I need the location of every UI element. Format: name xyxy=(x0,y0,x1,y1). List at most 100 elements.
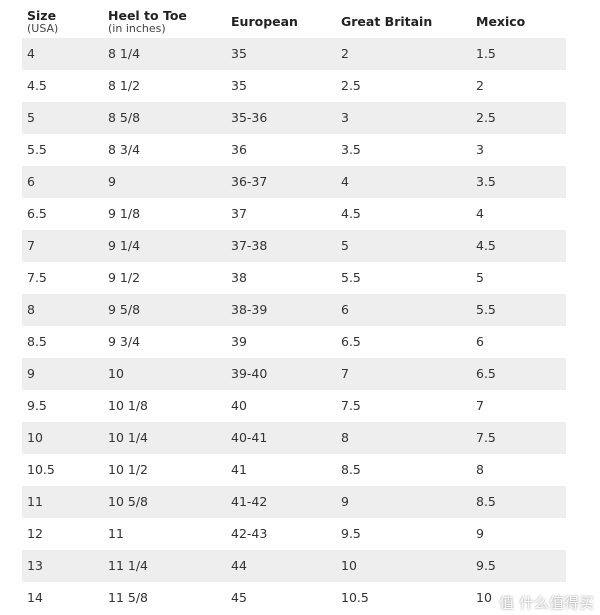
table-cell: 5 xyxy=(476,270,484,285)
table-cell: 9 1/8 xyxy=(108,206,141,221)
table-cell: 5.5 xyxy=(27,142,47,157)
table-row: 4.5 8 1/2 35 2.5 2 xyxy=(22,70,566,102)
table-cell: 3 xyxy=(476,142,484,157)
table-cell: 10 xyxy=(476,590,492,605)
table-cell: 4 xyxy=(476,206,484,221)
table-row: 9.5 10 1/8 40 7.5 7 xyxy=(22,390,566,422)
table-cell: 11 5/8 xyxy=(108,590,148,605)
table-cell: 6.5 xyxy=(341,334,361,349)
table-cell: 10 1/2 xyxy=(108,462,148,477)
table-cell: 36 xyxy=(231,142,247,157)
table-cell: 9.5 xyxy=(476,558,496,573)
table-row: 12 11 42-43 9.5 9 xyxy=(22,518,566,550)
table-cell: 8.5 xyxy=(476,494,496,509)
table-cell: 9 1/4 xyxy=(108,238,141,253)
table-row: 13 11 1/4 44 10 9.5 xyxy=(22,550,566,582)
table-cell: 40 xyxy=(231,398,247,413)
table-cell: 4.5 xyxy=(341,206,361,221)
table-cell: 35 xyxy=(231,46,247,61)
table-cell: 7.5 xyxy=(27,270,47,285)
table-cell: 8 xyxy=(476,462,484,477)
table-row: 10.5 10 1/2 41 8.5 8 xyxy=(22,454,566,486)
table-row: 6 9 36-37 4 3.5 xyxy=(22,166,566,198)
table-row: 14 11 5/8 45 10.5 10 xyxy=(22,582,566,614)
table-row: 7.5 9 1/2 38 5.5 5 xyxy=(22,262,566,294)
watermark: 值 什么值得买 xyxy=(499,594,594,612)
table-cell: 10 xyxy=(341,558,357,573)
table-cell: 9 5/8 xyxy=(108,302,141,317)
table-row: 4 8 1/4 35 2 1.5 xyxy=(22,38,566,70)
header-cell: Size (USA) xyxy=(27,9,58,35)
table-cell: 37-38 xyxy=(231,238,268,253)
table-cell: 2 xyxy=(476,78,484,93)
header-subtitle: (in inches) xyxy=(108,22,166,35)
table-row: 6.5 9 1/8 37 4.5 4 xyxy=(22,198,566,230)
table-cell: 14 xyxy=(27,590,43,605)
table-cell: 7 xyxy=(27,238,35,253)
header-subtitle: (USA) xyxy=(27,22,59,35)
table-cell: 10.5 xyxy=(27,462,55,477)
table-cell: 35 xyxy=(231,78,247,93)
table-cell: 39-40 xyxy=(231,366,268,381)
table-cell: 8 xyxy=(341,430,349,445)
table-row: 5.5 8 3/4 36 3.5 3 xyxy=(22,134,566,166)
table-cell: 2 xyxy=(341,46,349,61)
table-row: 10 10 1/4 40-41 8 7.5 xyxy=(22,422,566,454)
header-title: Mexico xyxy=(476,14,526,29)
table-cell: 9 xyxy=(476,526,484,541)
header-cell: Heel to Toe (in inches) xyxy=(108,9,187,35)
header-row: Size (USA) Heel to Toe (in inches) European G… xyxy=(22,6,566,38)
table-cell: 9 xyxy=(27,366,35,381)
table-cell: 6 xyxy=(476,334,484,349)
table-cell: 10 1/8 xyxy=(108,398,148,413)
table-cell: 4.5 xyxy=(476,238,496,253)
table-cell: 4 xyxy=(27,46,35,61)
table-cell: 6.5 xyxy=(476,366,496,381)
table-cell: 7 xyxy=(341,366,349,381)
table-cell: 8 xyxy=(27,302,35,317)
table-cell: 3 xyxy=(341,110,349,125)
table-cell: 7.5 xyxy=(476,430,496,445)
table-cell: 35-36 xyxy=(231,110,268,125)
table-cell: 8.5 xyxy=(341,462,361,477)
table-cell: 5.5 xyxy=(341,270,361,285)
table-cell: 4 xyxy=(341,174,349,189)
header-cell: Mexico xyxy=(476,15,525,29)
table-cell: 8 3/4 xyxy=(108,142,141,157)
table-cell: 8 1/2 xyxy=(108,78,141,93)
table-cell: 11 1/4 xyxy=(108,558,148,573)
table-cell: 1.5 xyxy=(476,46,496,61)
table-cell: 7.5 xyxy=(341,398,361,413)
table-cell: 5 xyxy=(341,238,349,253)
table-cell: 5.5 xyxy=(476,302,496,317)
table-cell: 41-42 xyxy=(231,494,268,509)
table-cell: 40-41 xyxy=(231,430,268,445)
header-cell: European xyxy=(231,15,298,29)
table-cell: 6 xyxy=(27,174,35,189)
table-cell: 8 5/8 xyxy=(108,110,141,125)
header-title: Great Britain xyxy=(341,14,433,29)
table-cell: 3.5 xyxy=(341,142,361,157)
table-cell: 2.5 xyxy=(476,110,496,125)
table-cell: 9 3/4 xyxy=(108,334,141,349)
table-cell: 6 xyxy=(341,302,349,317)
table-cell: 38-39 xyxy=(231,302,268,317)
table-cell: 11 xyxy=(27,494,43,509)
table-row: 5 8 5/8 35-36 3 2.5 xyxy=(22,102,566,134)
table-cell: 13 xyxy=(27,558,43,573)
table-cell: 36-37 xyxy=(231,174,268,189)
header-title: Size xyxy=(27,8,57,23)
table-cell: 10 1/4 xyxy=(108,430,148,445)
header-cell: Great Britain xyxy=(341,15,432,29)
table-cell: 10 xyxy=(108,366,124,381)
table-cell: 12 xyxy=(27,526,43,541)
table-cell: 9.5 xyxy=(341,526,361,541)
table-cell: 38 xyxy=(231,270,247,285)
table-cell: 42-43 xyxy=(231,526,268,541)
table-cell: 4.5 xyxy=(27,78,47,93)
table-row: 11 10 5/8 41-42 9 8.5 xyxy=(22,486,566,518)
table-cell: 41 xyxy=(231,462,247,477)
table-cell: 11 xyxy=(108,526,124,541)
table-cell: 9 xyxy=(108,174,116,189)
